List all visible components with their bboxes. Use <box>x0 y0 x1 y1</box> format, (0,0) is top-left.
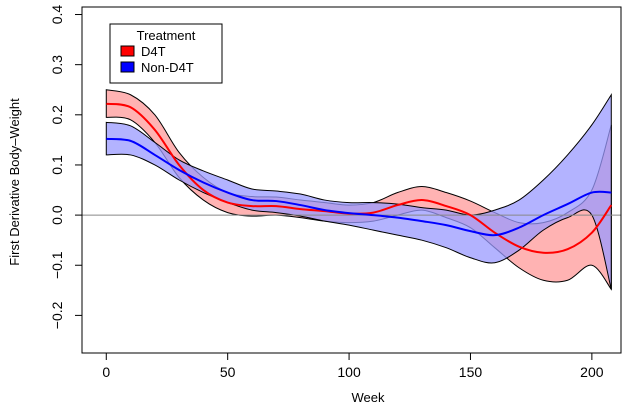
y-tick-label: 0.0 <box>49 205 65 225</box>
confidence-bands <box>105 89 612 291</box>
x-tick-label: 50 <box>220 364 236 380</box>
mean-lines <box>106 102 613 254</box>
x-tick-label: 150 <box>459 364 483 380</box>
line-non-d4t <box>106 137 612 237</box>
x-tick-label: 0 <box>102 364 110 380</box>
legend: Treatment D4T Non-D4T <box>109 23 223 84</box>
legend-swatch-d4t <box>120 45 135 57</box>
legend-label-d4t: D4T <box>141 44 166 59</box>
y-tick-label: 0.2 <box>49 105 65 125</box>
x-axis: 0 50 100 150 200 <box>102 353 604 380</box>
x-axis-title: Week <box>352 390 385 405</box>
plot-frame <box>81 6 622 354</box>
legend-title: Treatment <box>137 28 196 43</box>
y-tick-label: 0.3 <box>49 55 65 75</box>
y-axis: −0.2 −0.1 0.0 0.1 0.2 0.3 0.4 <box>49 5 82 329</box>
legend-label-non-d4t: Non-D4T <box>141 60 194 75</box>
legend-swatch-non-d4t <box>120 61 135 73</box>
y-tick-label: 0.4 <box>49 5 65 25</box>
y-tick-label: −0.1 <box>49 251 65 279</box>
y-tick-label: 0.1 <box>49 155 65 175</box>
y-axis-title: First Derivative Body–Weight <box>7 98 22 266</box>
y-tick-label: −0.2 <box>49 301 65 329</box>
x-tick-label: 200 <box>580 364 604 380</box>
band-non-d4t <box>105 93 612 290</box>
x-tick-label: 100 <box>337 364 361 380</box>
